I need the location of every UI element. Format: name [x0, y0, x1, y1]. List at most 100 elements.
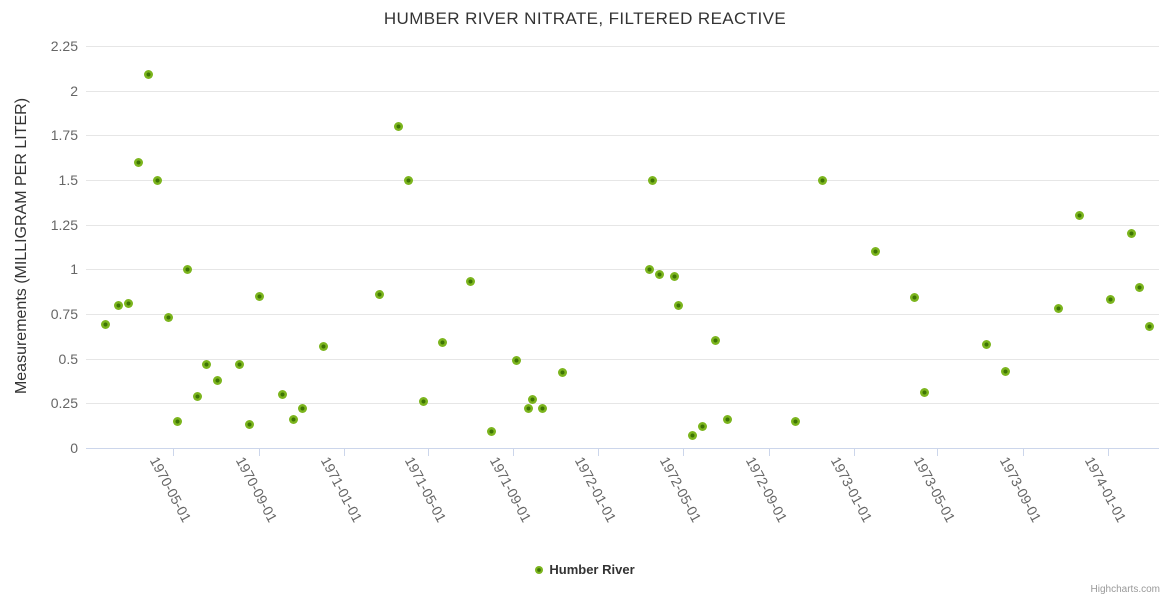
x-axis-tick: [173, 448, 175, 456]
data-point[interactable]: [202, 359, 212, 369]
y-axis-tick-label: 1: [70, 261, 78, 278]
x-axis-tick-label: 1973-09-01: [996, 454, 1045, 525]
x-axis-tick: [343, 448, 345, 456]
y-axis-tick-label: 0.25: [50, 395, 78, 412]
data-point[interactable]: [655, 270, 665, 280]
data-point[interactable]: [688, 430, 698, 440]
y-gridline: [86, 180, 1159, 181]
x-axis-tick-label: 1973-05-01: [911, 454, 959, 525]
y-gridline: [86, 269, 1159, 271]
x-axis-tick: [598, 448, 600, 456]
x-axis-tick: [682, 448, 684, 456]
data-point[interactable]: [278, 389, 288, 399]
x-axis-tick: [853, 448, 855, 456]
data-point[interactable]: [711, 336, 721, 346]
x-axis-tick-label: 1974-01-01: [1081, 454, 1130, 525]
y-axis-tick-label: 1.25: [50, 216, 78, 233]
data-point[interactable]: [212, 375, 222, 385]
x-axis-tick-label: 1972-09-01: [742, 454, 791, 525]
data-point[interactable]: [558, 368, 568, 378]
data-point[interactable]: [644, 264, 654, 274]
series-marker-icon: [535, 565, 544, 574]
data-point[interactable]: [538, 404, 548, 414]
y-axis-tick-label: 1.75: [50, 127, 78, 144]
data-point[interactable]: [647, 175, 657, 185]
data-point[interactable]: [910, 293, 920, 303]
data-point[interactable]: [375, 289, 385, 299]
x-axis-tick-label: 1972-01-01: [572, 454, 621, 525]
data-point[interactable]: [124, 298, 134, 308]
data-point[interactable]: [234, 359, 244, 369]
data-point[interactable]: [524, 404, 534, 414]
data-point[interactable]: [528, 395, 538, 405]
data-point[interactable]: [255, 291, 265, 301]
data-point[interactable]: [437, 338, 447, 348]
y-axis-tick-label: 2.25: [50, 38, 78, 54]
data-point[interactable]: [404, 175, 414, 185]
data-point[interactable]: [791, 416, 801, 426]
data-point[interactable]: [172, 416, 182, 426]
data-point[interactable]: [297, 404, 307, 414]
data-point[interactable]: [512, 355, 522, 365]
data-point[interactable]: [134, 157, 144, 167]
data-point[interactable]: [1134, 282, 1144, 292]
x-axis-line: [86, 448, 1159, 449]
data-point[interactable]: [393, 121, 403, 131]
data-point[interactable]: [288, 414, 298, 424]
data-point[interactable]: [466, 277, 476, 287]
x-axis-tick-label: 1970-09-01: [232, 454, 281, 525]
data-point[interactable]: [1054, 304, 1064, 314]
x-axis-tick-label: 1973-01-01: [827, 454, 876, 525]
chart-title: HUMBER RIVER NITRATE, FILTERED REACTIVE: [383, 9, 787, 28]
data-point[interactable]: [101, 320, 111, 330]
x-axis-tick: [1108, 448, 1110, 456]
x-axis-tick: [768, 448, 770, 456]
y-gridline: [86, 403, 1159, 405]
data-point[interactable]: [919, 388, 929, 398]
y-gridline: [86, 46, 1159, 47]
data-point[interactable]: [669, 271, 679, 281]
data-point[interactable]: [817, 175, 827, 185]
legend-item-humber-river[interactable]: Humber River: [0, 562, 1170, 577]
data-point[interactable]: [153, 175, 163, 185]
x-axis-tick-label: 1970-05-01: [147, 454, 195, 525]
data-point[interactable]: [1106, 295, 1116, 305]
data-point[interactable]: [244, 420, 254, 430]
y-axis-tick-label: 1.5: [58, 172, 78, 188]
data-point[interactable]: [697, 422, 707, 432]
legend-label: Humber River: [549, 562, 635, 577]
data-point[interactable]: [1145, 322, 1155, 331]
data-point[interactable]: [163, 313, 173, 323]
data-point[interactable]: [182, 264, 192, 274]
y-axis-tick-label: 0.5: [58, 350, 78, 367]
y-gridline: [86, 135, 1159, 137]
x-axis-tick: [427, 448, 429, 456]
y-axis-tick-label: 0.75: [50, 306, 78, 322]
data-point[interactable]: [674, 300, 684, 310]
y-gridline: [86, 224, 1159, 226]
data-point[interactable]: [1001, 366, 1011, 376]
data-point[interactable]: [143, 70, 153, 80]
x-axis-tick: [937, 448, 939, 456]
data-point[interactable]: [486, 427, 496, 437]
data-point[interactable]: [193, 391, 203, 401]
x-axis-tick-label: 1972-05-01: [656, 454, 705, 525]
data-point[interactable]: [982, 339, 992, 349]
data-point[interactable]: [1127, 229, 1137, 239]
data-point[interactable]: [418, 397, 428, 407]
data-point[interactable]: [318, 341, 328, 351]
highcharts-credit-link[interactable]: Highcharts.com: [1090, 584, 1160, 595]
x-axis-tick: [258, 448, 260, 456]
x-axis-tick: [513, 448, 515, 456]
data-point[interactable]: [1075, 211, 1085, 221]
y-axis-tick-label: 2: [70, 82, 78, 99]
x-axis-tick-label: 1971-05-01: [401, 454, 450, 525]
y-axis-tick-label: 0: [70, 440, 78, 456]
data-point[interactable]: [114, 300, 124, 310]
data-point[interactable]: [870, 246, 880, 256]
y-gridline: [86, 314, 1159, 315]
y-gridline: [86, 358, 1159, 360]
x-axis-tick-label: 1971-09-01: [487, 454, 536, 525]
data-point[interactable]: [722, 414, 732, 424]
